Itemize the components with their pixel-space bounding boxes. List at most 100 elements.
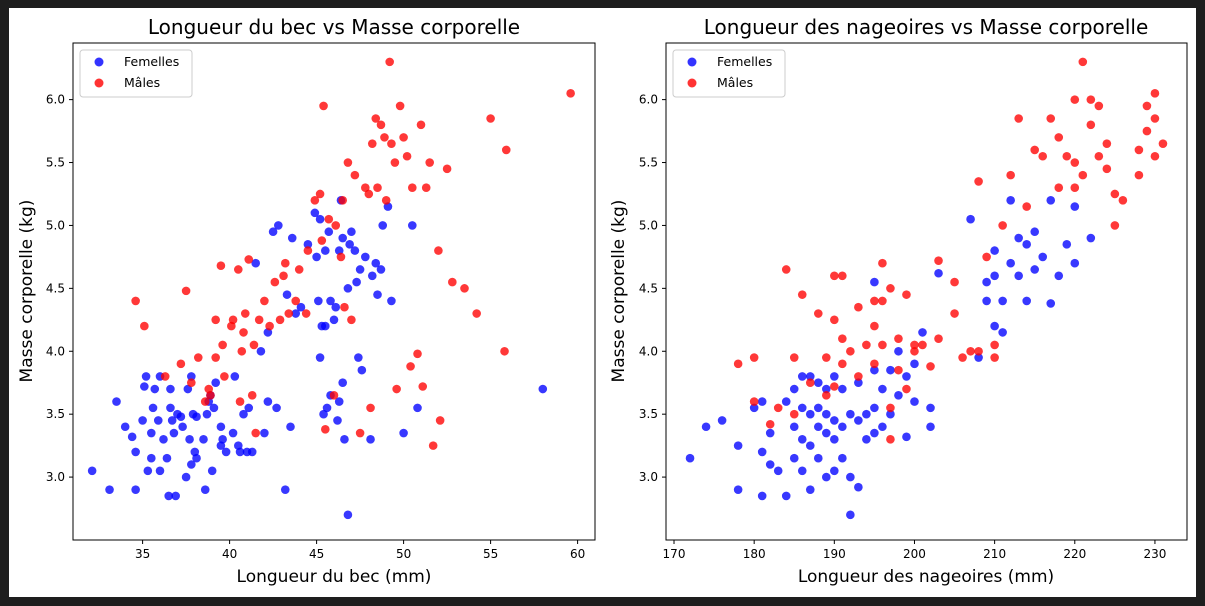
point-male <box>1022 202 1031 211</box>
point-female <box>1046 195 1056 205</box>
point-female <box>830 466 839 476</box>
point-male <box>1054 183 1064 192</box>
legend-label-female: Femelles <box>717 54 772 69</box>
point-female <box>338 378 348 388</box>
point-female <box>366 435 375 444</box>
point-female <box>235 447 245 457</box>
point-female <box>990 246 999 255</box>
plot-bill-length: Longueur du bec vs Masse corporelle 35 40… <box>17 15 596 587</box>
point-male <box>749 397 759 406</box>
point-female <box>387 296 396 306</box>
point-male <box>1158 139 1168 148</box>
point-male <box>260 296 269 306</box>
point-female <box>838 422 847 432</box>
point-female <box>538 384 548 394</box>
point-male <box>448 277 457 287</box>
point-female <box>990 321 999 331</box>
x-axis: 170 180 190 200 210 220 230 <box>663 540 1166 561</box>
point-female <box>343 510 353 520</box>
x-tick-label: 35 <box>135 547 150 561</box>
x-tick-label: 50 <box>396 547 411 561</box>
point-male <box>361 183 370 192</box>
point-female <box>1030 265 1040 274</box>
point-male <box>338 195 348 205</box>
point-female <box>105 485 114 494</box>
point-female <box>148 403 158 413</box>
point-male <box>1086 120 1096 130</box>
y-axis-label: Masse corporelle (kg) <box>17 200 37 383</box>
point-female <box>296 302 306 312</box>
point-male <box>870 321 879 331</box>
point-male <box>990 340 999 350</box>
point-male <box>1150 89 1160 98</box>
point-female <box>926 403 935 413</box>
point-male <box>324 214 334 224</box>
point-female <box>902 432 911 442</box>
x-tick-label: 220 <box>1063 547 1086 561</box>
point-male <box>279 271 288 281</box>
point-female <box>781 491 791 501</box>
x-tick-label: 45 <box>309 547 324 561</box>
point-female <box>169 428 179 438</box>
point-female <box>355 265 365 274</box>
point-female <box>894 391 903 400</box>
point-female <box>378 221 388 230</box>
point-male <box>1094 101 1104 111</box>
point-female <box>822 409 831 419</box>
point-male <box>254 315 264 325</box>
point-female <box>376 265 386 274</box>
point-female <box>352 277 361 287</box>
point-female <box>319 409 328 419</box>
point-male <box>797 290 807 299</box>
point-male <box>878 258 887 268</box>
point-female <box>147 428 156 438</box>
point-female <box>886 409 895 419</box>
y-tick-label: 3.0 <box>639 470 658 484</box>
point-male <box>1150 114 1160 123</box>
point-female <box>176 412 186 421</box>
point-female <box>287 233 297 243</box>
point-male <box>886 435 895 444</box>
point-female <box>216 422 226 432</box>
point-male <box>402 151 412 161</box>
point-female <box>1046 299 1056 308</box>
point-male <box>237 346 247 356</box>
point-female <box>218 435 227 444</box>
point-female <box>1014 233 1023 243</box>
point-male <box>773 403 783 413</box>
point-female <box>870 428 879 438</box>
point-female <box>167 416 177 425</box>
point-female <box>910 397 919 406</box>
point-male <box>934 256 943 265</box>
point-female <box>733 485 743 494</box>
point-male <box>428 441 438 450</box>
point-male <box>1142 126 1152 136</box>
point-male <box>886 403 895 413</box>
point-female <box>765 460 775 469</box>
point-female <box>280 485 290 494</box>
point-male <box>1094 151 1104 161</box>
legend-marker-female <box>94 57 104 67</box>
point-female <box>749 403 759 413</box>
point-male <box>418 382 428 391</box>
point-male <box>838 271 847 281</box>
point-female <box>338 233 348 243</box>
point-female <box>757 397 767 406</box>
point-male <box>886 284 895 293</box>
point-female <box>321 246 330 255</box>
point-female <box>685 453 695 463</box>
point-female <box>805 409 815 419</box>
point-male <box>247 391 257 400</box>
point-male <box>854 302 863 312</box>
point-female <box>315 353 325 362</box>
point-male <box>805 378 815 388</box>
point-female <box>1070 258 1080 268</box>
figure-canvas: Longueur du bec vs Masse corporelle 35 40… <box>17 15 1188 587</box>
point-male <box>385 57 394 67</box>
point-male <box>251 428 260 438</box>
point-female <box>998 328 1007 337</box>
point-male <box>894 334 903 343</box>
point-female <box>331 302 341 312</box>
point-female <box>322 403 332 413</box>
x-tick-label: 180 <box>743 547 766 561</box>
